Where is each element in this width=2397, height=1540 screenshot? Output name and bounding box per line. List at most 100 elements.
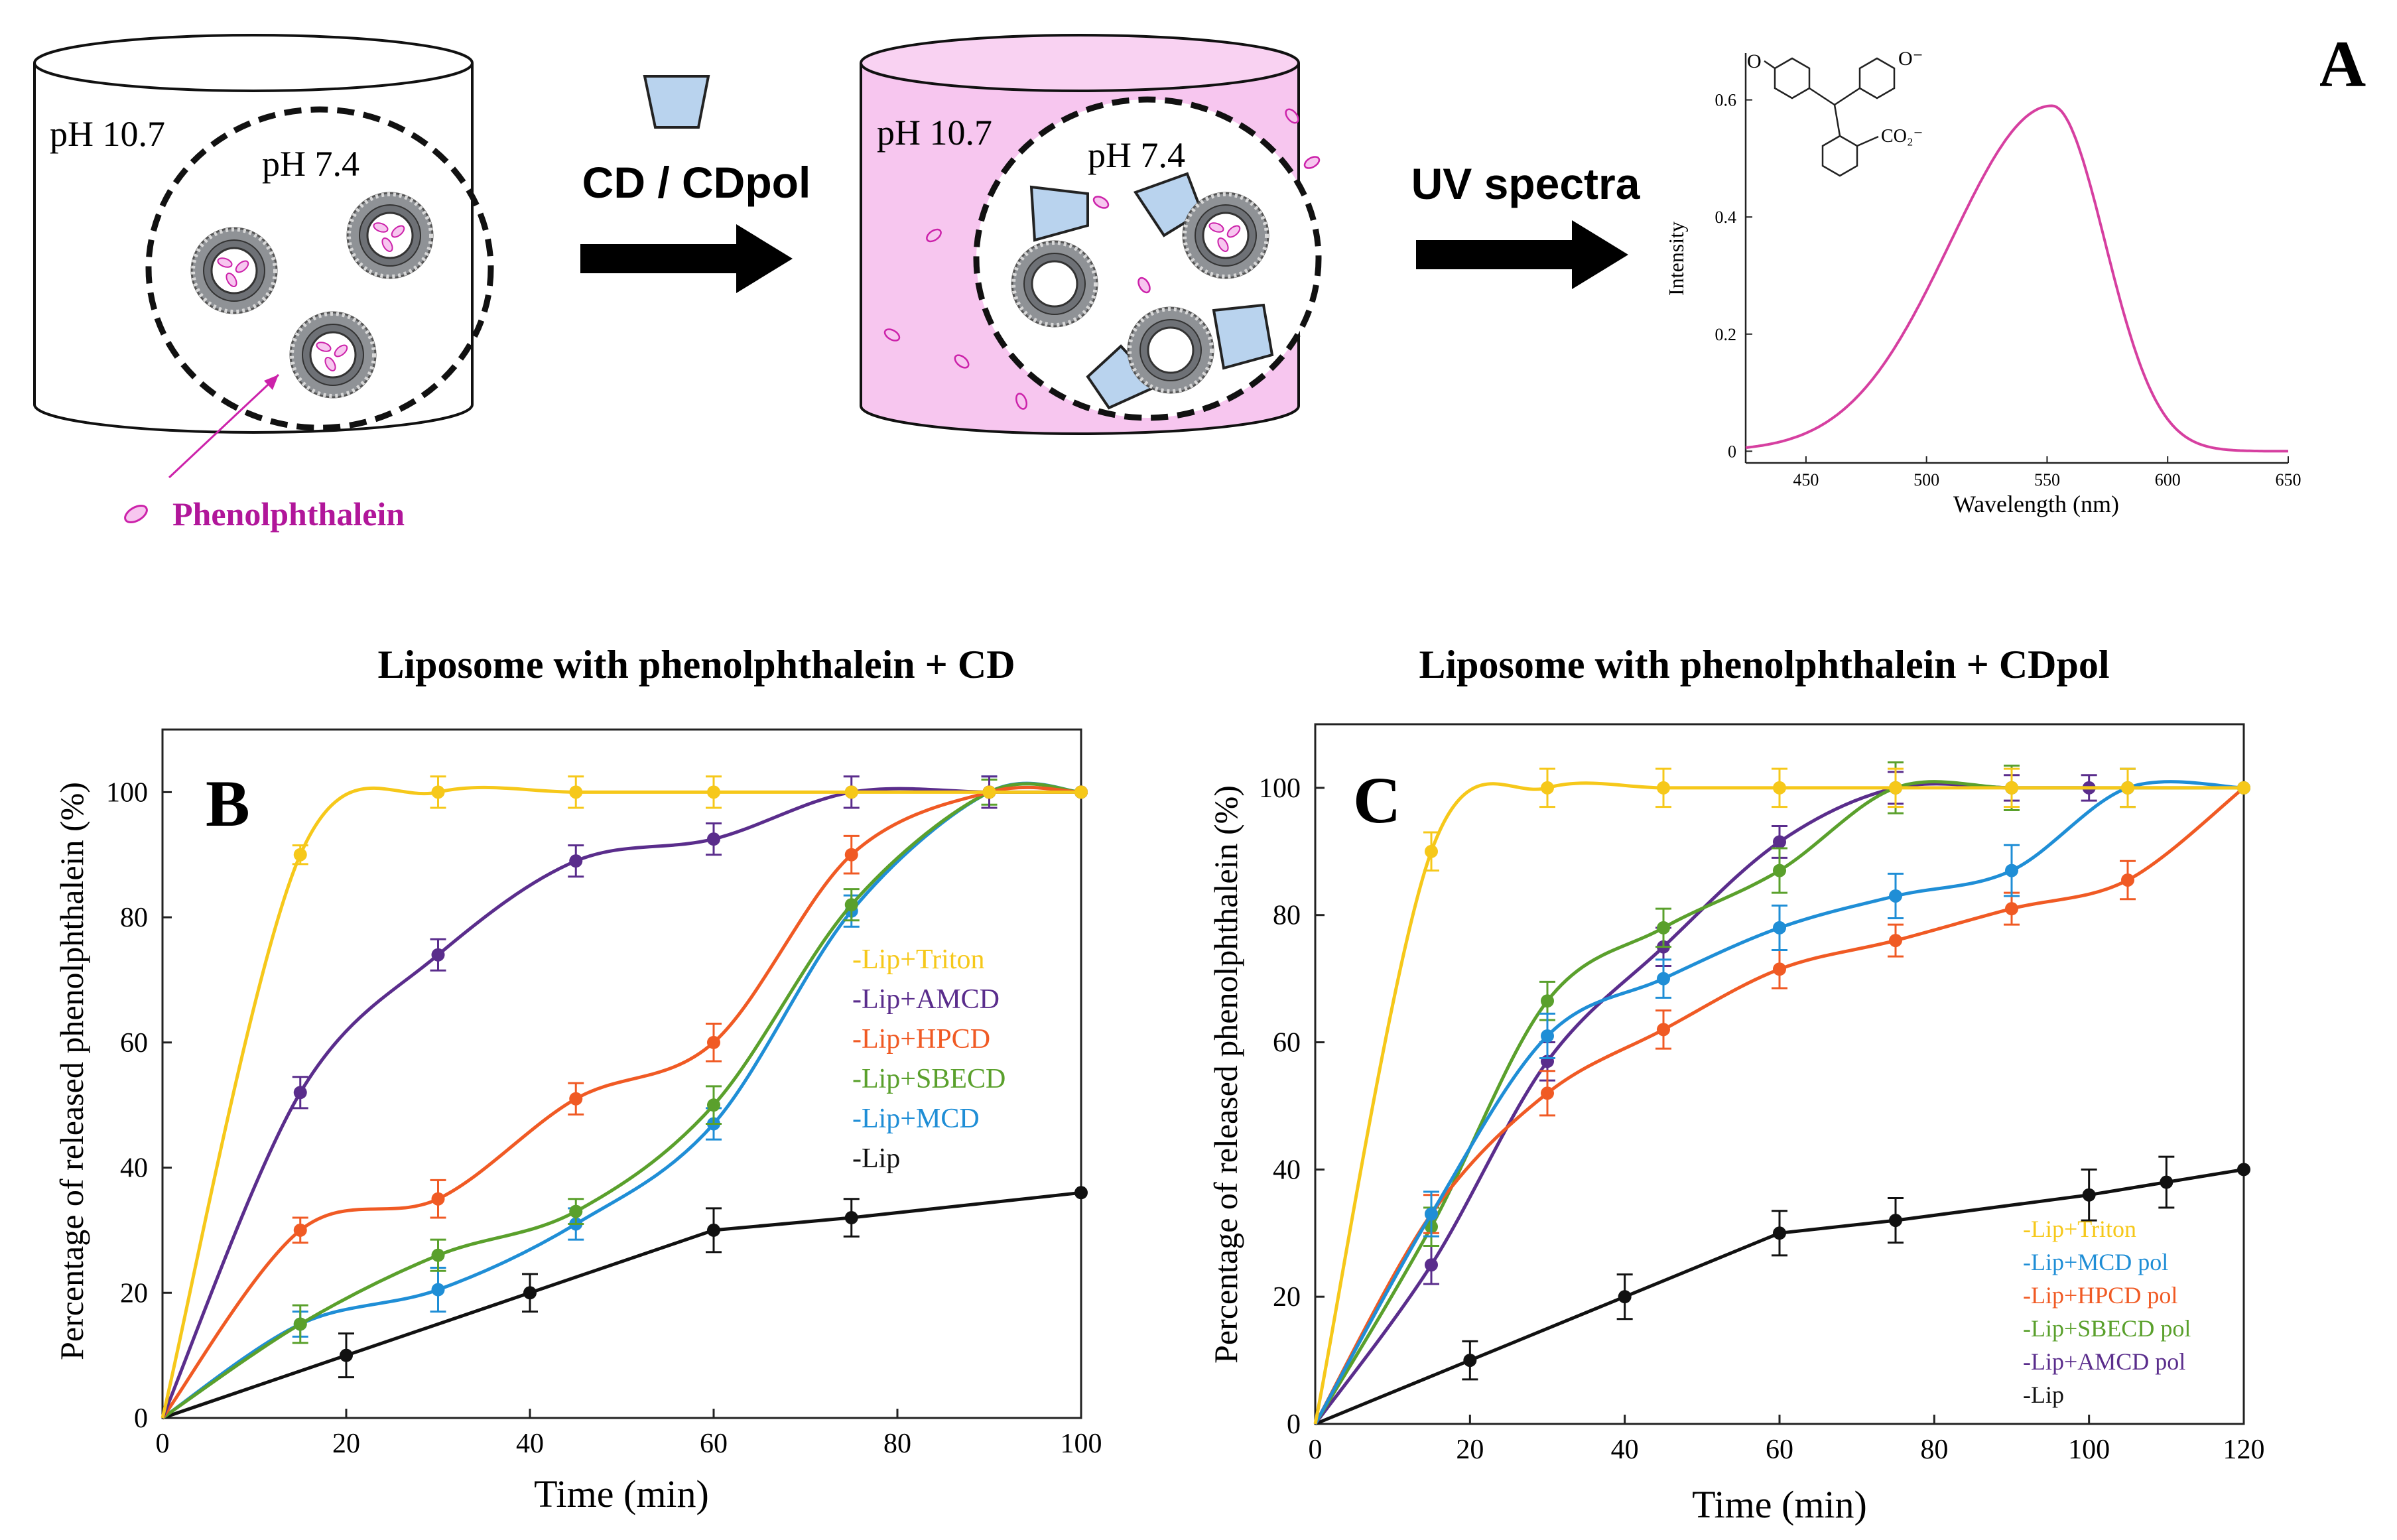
chart-b-series-lip <box>162 1186 1088 1420</box>
chart-c-series-line <box>1313 781 2244 1425</box>
chart-b-data-point <box>569 785 583 799</box>
chart-c-data-point <box>2082 1188 2096 1202</box>
inset-spectrum-line <box>1745 104 2288 453</box>
right-cylinder-top <box>860 34 1300 92</box>
liposome-icon <box>289 311 377 399</box>
chart-c-series-line <box>1313 782 2089 1425</box>
chart-c-series-lip-triton <box>1313 767 2250 1425</box>
chart-b-y-tick-label: 40 <box>120 1153 148 1184</box>
inset-x-tick-label: 550 <box>2034 470 2060 489</box>
chart-c-series <box>1313 761 2250 1426</box>
chart-b-data-point <box>707 1223 720 1237</box>
chart-b-y-tick-label: 80 <box>120 903 148 933</box>
chart-b-data-point <box>569 1092 583 1106</box>
chart-b-series-line <box>162 1190 1082 1420</box>
inset-ticks: 450 500 550 600 650 0 0.2 0.4 0.6 <box>1715 91 2301 489</box>
chart-c-legend-entry: -Lip+SBECD pol <box>2023 1315 2191 1342</box>
phenolphthalein-molecule-icon <box>124 505 148 523</box>
chart-c-data-point <box>2121 873 2134 887</box>
inset-y-tick-label: 0.2 <box>1715 325 1737 344</box>
chart-c-data-point <box>2005 864 2018 877</box>
chart-b-data-point <box>569 854 583 868</box>
liposome-icon <box>1011 240 1098 328</box>
chart-c-data-point <box>1773 1226 1786 1240</box>
phenolphthalein-molecule-icon <box>1208 222 1224 233</box>
inset-x-tick-label: 600 <box>2155 470 2181 489</box>
chart-b-x-tick-label: 80 <box>883 1429 911 1459</box>
chart-c-data-point <box>1618 1290 1632 1304</box>
chart-b-legend-entry: -Lip+HPCD <box>852 1024 990 1055</box>
chart-c-y-tick-label: 80 <box>1273 901 1301 931</box>
chart-b-data-point <box>569 1204 583 1218</box>
chart-b-legend: -Lip+Triton -Lip+AMCD -Lip+HPCD -Lip+SBECD -… <box>852 944 1005 1174</box>
liposome-icon <box>1127 306 1214 394</box>
chart-b-y-tick-label: 20 <box>120 1278 148 1309</box>
arrow-right-icon <box>580 224 793 293</box>
chart-c-x-tick-label: 100 <box>2068 1435 2110 1465</box>
chart-b-data-point <box>1074 1186 1088 1200</box>
panel-c: Liposome with phenolphthalein + CDpol Pe… <box>1207 643 2265 1526</box>
chart-b-x-tick-label: 20 <box>332 1429 360 1459</box>
phenolphthalein-molecule-icon <box>1092 196 1110 209</box>
chart-c-data-point <box>1657 781 1670 795</box>
chart-c-data-point <box>1425 1258 1438 1272</box>
chart-c-title: Liposome with phenolphthalein + CDpol <box>1419 643 2109 686</box>
chart-c-y-label: Percentage of released phenolphthalein (… <box>1207 785 1244 1364</box>
chart-b-legend-entry: -Lip+SBECD <box>852 1064 1005 1094</box>
chart-b-data-point <box>844 785 858 799</box>
liposome-icon <box>346 192 434 279</box>
right-outer-ph-label: pH 10.7 <box>877 113 992 153</box>
chart-b-data-point <box>844 1211 858 1225</box>
chart-b-data-point <box>431 1248 445 1262</box>
chart-b-data-point <box>293 1086 307 1100</box>
inset-y-label: Intensity <box>1664 222 1688 296</box>
chart-b-data-point <box>431 1192 445 1206</box>
phenolphthalein-molecule-icon <box>1226 225 1241 238</box>
chart-b-data-point <box>431 948 445 962</box>
chart-b-y-tick-label: 100 <box>106 777 148 808</box>
chart-c-legend: -Lip+Triton -Lip+MCD pol -Lip+HPCD pol -Lip… <box>2023 1216 2191 1408</box>
phenolphthalein-molecule-icon <box>391 225 405 238</box>
phenolphthalein-molecule-icon <box>926 228 942 243</box>
panel-a: A pH 10.7 pH 7.4 CD / CDpol pH 10.7 pH 7… <box>33 27 2366 533</box>
chart-c-data-point <box>2121 781 2134 795</box>
chart-b-y-tick-label: 0 <box>134 1403 148 1434</box>
inset-x-tick-label: 450 <box>1793 470 1819 489</box>
chart-b-data-point <box>844 898 858 912</box>
phenolphthalein-legend: Phenolphthalein <box>124 373 405 533</box>
chart-b-data-point <box>844 848 858 862</box>
cd-icon <box>1029 185 1089 242</box>
phenolphthalein-molecule-icon <box>1303 156 1321 169</box>
chart-c-data-point <box>2005 781 2018 795</box>
arrow-uv: UV spectra <box>1411 159 1641 289</box>
chart-b-data-point <box>982 785 996 799</box>
arrow-right-icon <box>1416 220 1628 289</box>
chart-c-data-point <box>1657 1023 1670 1037</box>
panel-b: Liposome with phenolphthalein + CD Perce… <box>53 643 1102 1515</box>
panel-c-letter: C <box>1353 763 1401 837</box>
chart-b-legend-entry: -Lip <box>852 1143 900 1174</box>
inset-y-tick-label: 0 <box>1728 442 1736 461</box>
chart-b-y-tick-label: 60 <box>120 1028 148 1059</box>
phenolphthalein-molecule-icon <box>1217 237 1229 252</box>
chart-b-series-line <box>161 782 1082 1420</box>
chart-b-series <box>161 775 1088 1420</box>
chart-b-data-point <box>707 832 720 846</box>
chart-b-y-label: Percentage of released phenolphthalein (… <box>53 782 90 1360</box>
chart-b-data-point <box>293 848 307 862</box>
chart-b-frame <box>161 728 1082 1419</box>
phenolphthalein-molecule-icon <box>954 354 970 369</box>
inset-x-label: Wavelength (nm) <box>1953 491 2119 517</box>
inset-x-tick-label: 650 <box>2276 470 2301 489</box>
uv-spectrum-inset: Intensity Wavelength (nm) 450 500 550 600 65… <box>1644 27 2320 517</box>
phenolphthalein-molecule-icon <box>883 328 901 342</box>
chart-b-data-point <box>707 785 720 799</box>
right-inner-ph-label: pH 7.4 <box>1088 135 1185 175</box>
arrow-cd: CD / CDpol <box>580 75 810 293</box>
chart-b-series-lip-triton <box>161 775 1088 1419</box>
chart-c-series-lip <box>1315 1155 2250 1426</box>
chart-c-data-point <box>1425 844 1438 858</box>
chart-c-data-point <box>2005 902 2018 916</box>
chart-c-data-point <box>1773 921 1786 934</box>
